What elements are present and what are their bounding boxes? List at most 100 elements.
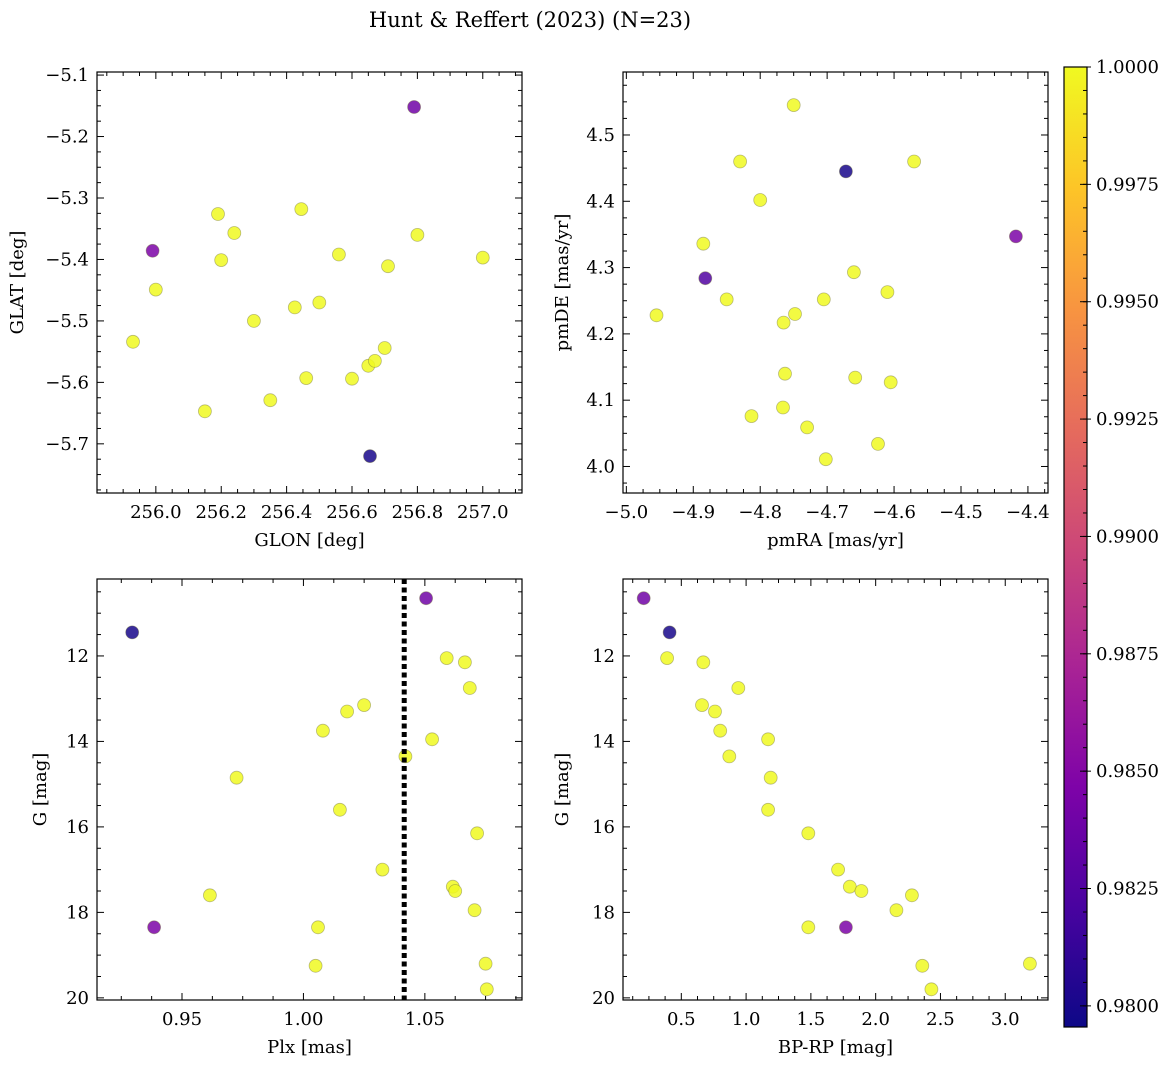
y-tick-label: −5.1 <box>45 65 89 86</box>
scatter-point <box>763 770 778 785</box>
x-tick-label: 256.0 <box>130 502 182 523</box>
axes-frame <box>622 578 1049 1001</box>
scatter-point <box>377 341 392 355</box>
scatter-point <box>332 802 347 817</box>
y-tick-label: 20 <box>66 988 89 1009</box>
y-tick-label: 18 <box>592 902 615 923</box>
scatter-point <box>312 295 327 310</box>
scatter-point <box>915 958 930 973</box>
scatter-point <box>475 250 490 265</box>
scatter-points <box>636 591 1037 997</box>
scatter-point <box>448 884 463 898</box>
x-tick-label: −4.6 <box>872 502 916 523</box>
scatter-point <box>713 723 728 738</box>
y-tick-label: −5.5 <box>45 311 89 332</box>
scatter-point <box>722 749 737 764</box>
scatter-point <box>708 704 722 719</box>
y-axis-label: pmDE [mas/yr] <box>552 214 573 352</box>
colorbar-tick-label: 0.9900 <box>1096 526 1159 547</box>
scatter-point <box>419 591 434 606</box>
scatter-point <box>340 704 355 719</box>
scatter-point <box>407 100 422 114</box>
scatter-point <box>126 334 140 349</box>
scatter-point <box>294 202 309 217</box>
scatter-point <box>462 681 477 695</box>
scatter-point <box>848 370 863 385</box>
scatter-point <box>698 271 713 286</box>
scatter-point <box>744 409 759 424</box>
colorbar-tick-label: 1.0000 <box>1096 57 1159 78</box>
scatter-point <box>197 404 212 419</box>
scatter-point <box>839 164 853 179</box>
colorbar-tick-label: 0.9875 <box>1096 644 1159 665</box>
scatter-point <box>375 862 390 877</box>
scatter-point <box>831 862 845 877</box>
scatter-point <box>263 393 278 408</box>
y-tick-label: 4.0 <box>586 456 615 477</box>
x-tick-label: −4.7 <box>805 502 849 523</box>
scatter-points <box>649 98 1023 467</box>
y-tick-label: −5.6 <box>45 372 89 393</box>
axes-frame <box>622 71 1049 494</box>
scatter-point <box>470 826 485 841</box>
x-tick-label: 256.8 <box>392 502 444 523</box>
scatter-point <box>800 420 814 435</box>
y-tick-label: 20 <box>592 988 615 1009</box>
scatter-point <box>479 982 494 997</box>
y-tick-label: −5.7 <box>45 434 89 455</box>
scatter-point <box>649 308 664 323</box>
y-tick-label: 14 <box>592 731 615 752</box>
scatter-point <box>816 292 831 307</box>
scatter-point <box>439 651 454 665</box>
x-axis-label: BP-RP [mag] <box>778 1037 893 1058</box>
scatter-point <box>125 625 140 640</box>
scatter-point <box>761 802 775 817</box>
scatter-point <box>381 259 395 274</box>
y-tick-label: 4.1 <box>586 390 615 411</box>
scatter-point <box>788 307 802 321</box>
panel-pmra-pmde: −5.0 −4.9 −4.8 −4.7 −4.6 −4.5 −4.4 4.0 4.1 4.2 4.3… <box>552 71 1050 551</box>
scatter-point <box>924 982 939 997</box>
scatter-point <box>753 193 768 207</box>
y-tick-label: 4.3 <box>586 258 615 279</box>
scatter-point <box>367 353 382 368</box>
scatter-point <box>847 265 861 280</box>
scatter-point <box>854 884 869 898</box>
scatter-point <box>357 698 372 712</box>
scatter-point <box>883 375 898 390</box>
scatter-points <box>126 100 490 464</box>
scatter-point <box>1023 956 1037 971</box>
scatter-point <box>839 920 853 935</box>
scatter-point <box>696 655 711 670</box>
scatter-point <box>778 366 792 381</box>
scatter-point <box>425 732 440 747</box>
scatter-point <box>246 313 261 328</box>
y-axis-label: G [mag] <box>30 753 51 826</box>
scatter-point <box>880 285 895 300</box>
y-tick-label: 14 <box>66 731 89 752</box>
x-tick-label: −4.8 <box>738 502 782 523</box>
scatter-point <box>695 698 709 712</box>
scatter-point <box>719 292 734 307</box>
scatter-point <box>1009 229 1023 244</box>
y-tick-label: 18 <box>66 902 89 923</box>
y-tick-label: 12 <box>592 646 615 667</box>
x-tick-label: 1.00 <box>283 1009 323 1030</box>
y-tick-label: −5.2 <box>45 127 89 148</box>
scatter-point <box>145 243 160 258</box>
scatter-point <box>148 282 163 297</box>
colorbar: 0.9800 0.9825 0.9850 0.9875 0.9900 0.9925 0.99… <box>1063 57 1159 1028</box>
scatter-point <box>761 732 775 747</box>
y-tick-label: −5.3 <box>45 188 89 209</box>
scatter-point <box>363 449 377 464</box>
panel-plx-g: 0.95 1.00 1.05 12 14 16 18 20 Plx [mas] G [mag] <box>30 578 523 1058</box>
x-tick-label: 0.95 <box>162 1009 202 1030</box>
x-tick-label: 256.6 <box>326 502 378 523</box>
scatter-point <box>410 227 425 242</box>
x-tick-label: 256.4 <box>261 502 313 523</box>
scatter-point <box>733 154 747 169</box>
scatter-point <box>801 826 816 841</box>
y-axis-label: GLAT [deg] <box>7 231 28 335</box>
scatter-point <box>315 723 330 738</box>
